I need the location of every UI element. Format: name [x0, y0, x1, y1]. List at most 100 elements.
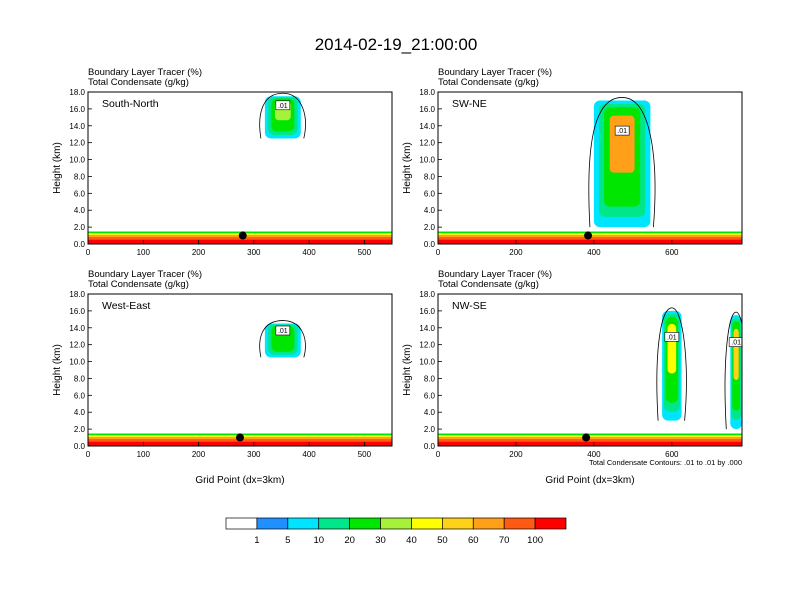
- colorbar-cell: [411, 517, 443, 530]
- y-tick-label: 6.0: [424, 391, 436, 400]
- y-tick-label: 8.0: [424, 172, 436, 181]
- y-tick-label: 0.0: [424, 442, 436, 451]
- x-tick-label: 0: [436, 248, 441, 257]
- contour-label-box: [614, 125, 630, 136]
- colorbar-cell: [472, 517, 505, 530]
- contour-label-text: .01: [617, 128, 627, 135]
- boundary-layer-band: [438, 439, 742, 442]
- condensate-contour: [588, 97, 656, 228]
- y-tick-label: 14.0: [69, 324, 85, 333]
- y-tick-label: 14.0: [419, 122, 435, 131]
- x-tick-label: 200: [192, 450, 206, 459]
- panel-name: NW-SE: [452, 300, 487, 312]
- y-tick-label: 16.0: [419, 307, 435, 316]
- x-tick-label: 0: [86, 450, 91, 459]
- panel-name: South-North: [102, 98, 159, 110]
- location-marker: [582, 433, 591, 442]
- contour-note: Total Condensate Contours: .01 to .01 by…: [589, 458, 742, 467]
- y-tick-label: 6.0: [424, 189, 436, 198]
- location-marker: [238, 231, 247, 240]
- y-tick-label: 10.0: [69, 156, 85, 165]
- colorbar-cell: [380, 517, 412, 530]
- plume-core: [609, 115, 635, 173]
- y-tick-label: 0.0: [74, 442, 86, 451]
- y-tick-label: 2.0: [74, 223, 86, 232]
- colorbar-cell: [503, 517, 536, 530]
- y-tick-label: 18.0: [419, 88, 435, 97]
- boundary-layer-band: [88, 231, 392, 232]
- panel-2: Boundary Layer Tracer (%)Total Condensat…: [402, 67, 743, 257]
- condensate-contour: [259, 320, 306, 358]
- y-tick-label: 4.0: [424, 408, 436, 417]
- panel-subtitle-line: Boundary Layer Tracer (%): [438, 269, 552, 280]
- colorbar-cell: [287, 517, 320, 530]
- y-axis-label: Height (km): [52, 142, 63, 194]
- x-tick-label: 100: [137, 450, 151, 459]
- x-tick-label: 300: [247, 450, 261, 459]
- colorbar-label: 30: [375, 535, 386, 546]
- colorbar-cell: [256, 517, 289, 530]
- y-tick-label: 10.0: [69, 358, 85, 367]
- plume-core: [733, 328, 739, 381]
- colorbar-label: 40: [406, 535, 417, 546]
- y-tick-label: 18.0: [69, 88, 85, 97]
- contour-label-text: .01: [278, 328, 288, 335]
- panel-subtitle-line: Boundary Layer Tracer (%): [88, 67, 202, 78]
- panels-group: Boundary Layer Tracer (%) Total Condensat…: [52, 67, 743, 486]
- y-axis-label: Height (km): [402, 142, 413, 194]
- colorbar-cell: [534, 517, 567, 530]
- plot-area: .01 .01: [438, 307, 742, 446]
- y-tick-label: 4.0: [74, 408, 86, 417]
- boundary-layer-band: [438, 239, 742, 244]
- x-tick-label: 400: [587, 248, 601, 257]
- chart-title: 2014-02-19_21:00:00: [315, 35, 478, 54]
- contour-label: .01: [275, 100, 291, 111]
- boundary-layer-band: [88, 239, 392, 244]
- colorbar-cell: [349, 517, 381, 530]
- contour-label-box: [275, 100, 291, 111]
- y-tick-label: 12.0: [69, 139, 85, 148]
- boundary-layer-band: [438, 433, 742, 434]
- y-tick-label: 8.0: [74, 374, 86, 383]
- panel-3: Boundary Layer Tracer (%)Total Condensat…: [52, 269, 393, 486]
- x-tick-label: 500: [358, 248, 372, 257]
- boundary-layer-band: [88, 231, 392, 234]
- y-tick-label: 14.0: [419, 324, 435, 333]
- plot-frame: [87, 91, 393, 245]
- boundary-layer-band: [438, 435, 742, 437]
- y-tick-label: 12.0: [419, 139, 435, 148]
- x-tick-label: 400: [587, 450, 601, 459]
- contour-label: .01: [728, 337, 742, 347]
- x-tick-label: 200: [509, 248, 523, 257]
- y-tick-label: 10.0: [419, 358, 435, 367]
- contour-label-box: [664, 332, 680, 342]
- x-tick-label: 600: [665, 248, 679, 257]
- y-tick-label: 8.0: [74, 172, 86, 181]
- y-tick-label: 2.0: [424, 425, 436, 434]
- x-tick-label: 100: [137, 248, 151, 257]
- colorbar-label: 60: [468, 535, 479, 546]
- panel-subtitle-line: Boundary Layer Tracer (%): [88, 269, 202, 280]
- plot-area: .01: [438, 97, 742, 244]
- colorbar: 1 5 10 20 30 40 50 60 70 100: [225, 517, 567, 546]
- condensate-contour: [656, 307, 687, 421]
- panel-1: Boundary Layer Tracer (%)Total Condensat…: [52, 67, 393, 257]
- x-axis-label: Grid Point (dx=3km): [545, 475, 634, 486]
- panel-name: SW-NE: [452, 98, 487, 110]
- contour-label-box: [728, 337, 742, 347]
- plume-core: [667, 324, 677, 374]
- y-tick-label: 16.0: [69, 307, 85, 316]
- y-tick-label: 10.0: [419, 156, 435, 165]
- plot-frame: [87, 293, 393, 447]
- colorbar-label: 50: [437, 535, 448, 546]
- boundary-layer-band: [438, 433, 742, 436]
- contour-label-text: .01: [731, 340, 741, 347]
- x-tick-label: 400: [302, 450, 316, 459]
- boundary-layer-band: [438, 231, 742, 232]
- colorbar-label: 20: [344, 535, 355, 546]
- x-axis-label: Grid Point (dx=3km): [195, 475, 284, 486]
- boundary-layer-band: [438, 441, 742, 446]
- colorbar-label: 1: [254, 535, 259, 546]
- contour-label: .01: [664, 332, 680, 342]
- colorbar-label: 100: [527, 535, 543, 546]
